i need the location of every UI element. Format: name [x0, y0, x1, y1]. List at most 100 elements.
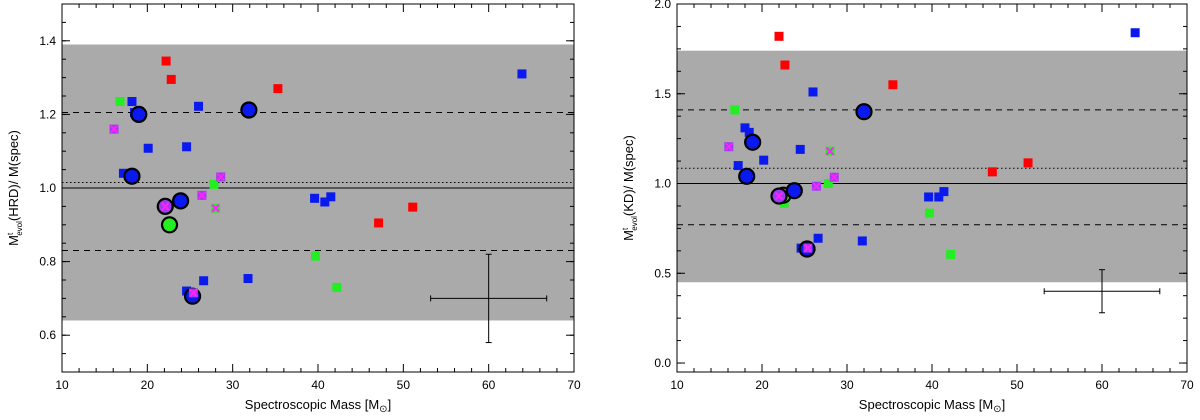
- x-axis-title: Spectroscopic Mass [M⊙]: [859, 397, 1005, 415]
- data-point-ringed: [130, 105, 148, 124]
- panel-hrd: 10 20 30 40 50 60 70 0.6 0.8 1.0 1.2 1.4 Spectroscop…: [6, 3, 581, 415]
- x-tick-label: 40: [311, 378, 325, 392]
- x-tick-label: 70: [567, 378, 581, 392]
- x-axis-title-main: Spectroscopic Mass [M: [859, 397, 993, 412]
- data-point: [310, 193, 320, 203]
- data-point: [166, 74, 176, 84]
- data-point-cross: [197, 191, 207, 200]
- x-tick-label: 30: [226, 378, 240, 392]
- x-tick-label: 60: [1095, 378, 1109, 392]
- x-axis-title-bracket: ]: [1002, 397, 1006, 412]
- data-point: [733, 161, 743, 171]
- data-point: [273, 84, 283, 94]
- data-point: [780, 60, 790, 70]
- data-point: [143, 143, 153, 153]
- data-point-ringed: [172, 192, 190, 210]
- data-point: [924, 208, 934, 218]
- data-point-ringed: [855, 103, 873, 121]
- y-axis-title-sup: t: [6, 232, 15, 235]
- data-point: [194, 101, 204, 111]
- data-point: [127, 97, 137, 107]
- y-axis-title-sup: t: [621, 227, 630, 230]
- data-point: [243, 274, 253, 284]
- data-point: [795, 144, 805, 154]
- x-tick-label: 60: [482, 378, 496, 392]
- x-tick-label: 10: [55, 378, 69, 392]
- y-tick-label: 1.0: [654, 177, 671, 191]
- y-axis-title: Mtevol(KD)/ M(spec): [621, 135, 639, 241]
- data-point: [161, 56, 171, 66]
- y-tick-label: 1.4: [39, 34, 56, 48]
- data-point: [823, 179, 833, 189]
- data-point: [946, 249, 956, 259]
- data-point: [182, 142, 192, 152]
- data-point: [118, 168, 128, 178]
- data-point: [320, 197, 330, 207]
- data-point-ringed: [744, 133, 762, 151]
- x-tick-label: 20: [755, 378, 769, 392]
- y-tick-label: 1.2: [39, 107, 56, 121]
- x-axis-title-main: Spectroscopic Mass [M: [245, 397, 379, 412]
- data-point: [813, 233, 823, 243]
- data-point: [939, 187, 949, 197]
- data-point-cross: [803, 243, 813, 253]
- data-point: [730, 105, 740, 115]
- y-tick-label: 0.5: [654, 266, 671, 280]
- y-axis-title-main: (KD)/ M(spec): [621, 135, 636, 216]
- data-point: [310, 251, 320, 261]
- y-axis-title: Mtevol(HRD)/ M(spec): [6, 130, 24, 246]
- data-point: [808, 87, 818, 97]
- data-point: [115, 97, 125, 107]
- data-point: [1130, 28, 1140, 38]
- data-point-cross: [211, 204, 220, 213]
- y-tick-label: 2.0: [654, 0, 671, 11]
- panel-kd: 10 20 30 40 50 60 70 0.0 0.5 1.0 1.5 2.0 Spectroscop…: [621, 0, 1194, 415]
- data-point-ringed: [123, 167, 141, 185]
- data-point-ringed: [240, 101, 258, 119]
- x-axis-title-sun-symbol: ⊙: [993, 404, 1001, 415]
- data-point-cross: [812, 181, 821, 191]
- y-tick-label: 0.0: [654, 356, 671, 370]
- y-tick-label: 1.0: [39, 181, 56, 195]
- x-axis-title-sun-symbol: ⊙: [379, 404, 387, 415]
- data-point-cross: [724, 142, 734, 151]
- x-tick-label: 10: [670, 378, 684, 392]
- data-point: [888, 80, 898, 90]
- data-point: [744, 127, 754, 137]
- y-axis-title-m: M: [621, 230, 636, 241]
- data-point: [332, 282, 342, 292]
- x-tick-label: 70: [1180, 378, 1194, 392]
- data-point-cross: [161, 202, 170, 211]
- x-tick-label: 30: [840, 378, 854, 392]
- y-tick-label: 1.5: [654, 87, 671, 101]
- data-point: [857, 236, 867, 246]
- y-tick-label: 0.6: [39, 328, 56, 342]
- data-point: [987, 167, 997, 177]
- data-point-cross: [774, 191, 784, 201]
- data-point: [199, 276, 209, 286]
- data-point: [934, 192, 944, 202]
- data-point-ringed: [738, 167, 756, 185]
- data-point: [924, 192, 934, 202]
- y-axis-title-m: M: [6, 235, 21, 246]
- data-point-cross: [830, 173, 839, 182]
- x-axis-title-bracket: ]: [388, 397, 392, 412]
- x-tick-label: 40: [925, 378, 939, 392]
- data-point: [759, 155, 769, 165]
- data-point: [1023, 158, 1033, 168]
- y-axis-title-sub: evol: [630, 216, 639, 231]
- data-point: [408, 202, 418, 212]
- data-point: [374, 218, 384, 228]
- data-point-cross: [189, 288, 198, 298]
- data-point: [326, 192, 336, 202]
- data-point: [517, 69, 527, 79]
- y-axis-title-sub: evol: [15, 221, 24, 236]
- x-tick-label: 50: [397, 378, 411, 392]
- scatter-band: [677, 50, 1187, 283]
- data-point-cross: [109, 124, 119, 134]
- data-point-cross: [216, 172, 225, 182]
- data-point-ringed: [160, 216, 179, 234]
- y-axis-title-main: (HRD)/ M(spec): [6, 130, 21, 221]
- data-point-ringed: [785, 182, 803, 200]
